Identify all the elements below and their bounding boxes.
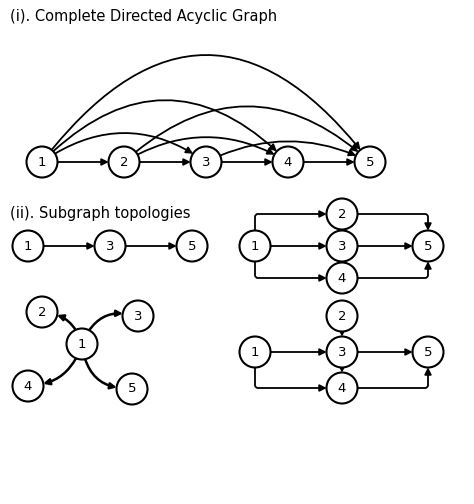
Text: 4: 4 bbox=[338, 382, 346, 395]
Text: 5: 5 bbox=[188, 239, 196, 253]
Circle shape bbox=[27, 296, 57, 328]
Circle shape bbox=[94, 230, 126, 262]
Text: (ii). Subgraph topologies: (ii). Subgraph topologies bbox=[10, 206, 191, 221]
Circle shape bbox=[327, 337, 357, 367]
Circle shape bbox=[109, 147, 139, 177]
Text: 1: 1 bbox=[38, 156, 46, 168]
Text: 1: 1 bbox=[24, 239, 32, 253]
Text: 1: 1 bbox=[251, 239, 259, 253]
Text: 4: 4 bbox=[284, 156, 292, 168]
Text: 5: 5 bbox=[128, 383, 136, 396]
Text: 1: 1 bbox=[78, 338, 86, 350]
Text: 2: 2 bbox=[38, 305, 46, 319]
Circle shape bbox=[327, 300, 357, 332]
Circle shape bbox=[355, 147, 385, 177]
Circle shape bbox=[27, 147, 57, 177]
Circle shape bbox=[66, 329, 98, 359]
Text: 3: 3 bbox=[202, 156, 210, 168]
Text: 3: 3 bbox=[338, 239, 346, 253]
Circle shape bbox=[117, 373, 147, 405]
Text: (i). Complete Directed Acyclic Graph: (i). Complete Directed Acyclic Graph bbox=[10, 9, 277, 24]
Circle shape bbox=[191, 147, 221, 177]
Text: 2: 2 bbox=[120, 156, 128, 168]
Text: 1: 1 bbox=[251, 346, 259, 358]
Circle shape bbox=[412, 337, 444, 367]
Text: 5: 5 bbox=[424, 346, 432, 358]
Text: 3: 3 bbox=[106, 239, 114, 253]
Circle shape bbox=[327, 372, 357, 404]
Circle shape bbox=[239, 230, 271, 262]
Circle shape bbox=[176, 230, 208, 262]
Text: 5: 5 bbox=[424, 239, 432, 253]
Circle shape bbox=[327, 199, 357, 229]
Circle shape bbox=[12, 230, 44, 262]
Circle shape bbox=[122, 300, 154, 332]
Text: 3: 3 bbox=[338, 346, 346, 358]
Text: 2: 2 bbox=[338, 208, 346, 221]
Circle shape bbox=[12, 370, 44, 402]
Text: 4: 4 bbox=[338, 272, 346, 284]
Circle shape bbox=[327, 263, 357, 293]
Circle shape bbox=[273, 147, 303, 177]
Circle shape bbox=[412, 230, 444, 262]
Text: 4: 4 bbox=[24, 380, 32, 393]
Circle shape bbox=[327, 230, 357, 262]
Circle shape bbox=[239, 337, 271, 367]
Text: 3: 3 bbox=[134, 309, 142, 323]
Text: 5: 5 bbox=[366, 156, 374, 168]
Text: 2: 2 bbox=[338, 309, 346, 323]
